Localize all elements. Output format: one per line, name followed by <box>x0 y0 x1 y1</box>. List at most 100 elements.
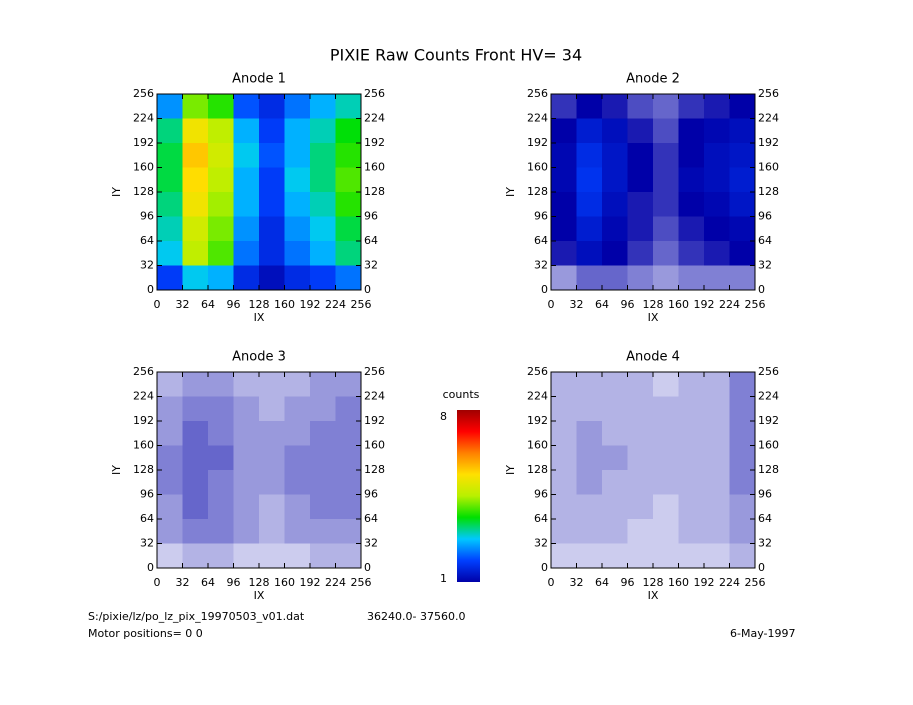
heat-cell <box>551 421 577 446</box>
heat-cell <box>729 372 756 397</box>
heat-cell <box>335 94 362 119</box>
x-tick-label: 32 <box>176 576 190 589</box>
y-tick-label-right: 0 <box>758 561 765 574</box>
heat-cell <box>310 470 336 495</box>
heat-cell <box>704 543 730 569</box>
x-tick-label: 64 <box>595 298 609 311</box>
x-tick-label: 128 <box>249 298 270 311</box>
heat-cell <box>259 241 285 266</box>
heat-cell <box>284 143 311 168</box>
heat-cell <box>335 265 362 291</box>
heat-cell <box>551 470 577 495</box>
x-tick-label: 64 <box>201 298 215 311</box>
heat-cell <box>310 167 336 193</box>
x-tick-label: 160 <box>274 298 295 311</box>
heat-cell <box>284 421 311 446</box>
heat-cell <box>157 470 183 495</box>
x-tick-label: 64 <box>201 576 215 589</box>
heat-cell <box>233 118 260 144</box>
x-tick-label: 96 <box>227 576 241 589</box>
heat-cell <box>576 143 603 168</box>
x-tick-label: 160 <box>274 576 295 589</box>
x-axis-label: IX <box>648 311 659 324</box>
x-tick-label: 32 <box>570 298 584 311</box>
x-tick-label: 256 <box>745 298 766 311</box>
heat-cell <box>729 167 756 193</box>
y-tick-label-right: 224 <box>758 112 779 125</box>
heat-cell <box>310 241 336 266</box>
heat-cell <box>653 470 679 495</box>
heat-cell <box>704 94 730 119</box>
y-tick-label: 96 <box>534 488 548 501</box>
heat-cell <box>551 372 577 397</box>
heat-cell <box>157 543 183 569</box>
y-tick-label: 32 <box>534 259 548 272</box>
heat-cell <box>182 265 209 291</box>
heat-cell <box>182 143 209 168</box>
heat-cell <box>576 265 603 291</box>
heat-cell <box>157 241 183 266</box>
y-tick-label-right: 160 <box>758 161 779 174</box>
heat-cell <box>259 445 285 471</box>
y-tick-label-right: 64 <box>758 512 772 525</box>
heat-cell <box>284 519 311 544</box>
heat-cell <box>576 445 603 471</box>
panel-title: Anode 2 <box>626 72 680 87</box>
heat-cell <box>157 118 183 144</box>
heat-cell <box>704 241 730 266</box>
heat-cell <box>284 94 311 119</box>
heat-cell <box>233 241 260 266</box>
y-axis-label: IY <box>504 187 517 197</box>
y-tick-label-right: 96 <box>758 488 772 501</box>
x-tick-label: 160 <box>668 576 689 589</box>
heat-cell <box>259 470 285 495</box>
y-tick-label-right: 0 <box>364 561 371 574</box>
y-tick-label: 160 <box>133 161 154 174</box>
heat-cell <box>310 421 336 446</box>
y-tick-label-right: 64 <box>364 234 378 247</box>
y-tick-label: 64 <box>140 512 154 525</box>
heat-cell <box>208 396 234 422</box>
y-tick-label: 64 <box>140 234 154 247</box>
footer-date: 6-May-1997 <box>730 627 795 640</box>
heat-cell <box>729 396 756 422</box>
heat-cell <box>157 167 183 193</box>
panel-title: Anode 3 <box>232 350 286 365</box>
heat-cell <box>602 94 628 119</box>
heat-cell <box>208 421 234 446</box>
x-axis-label: IX <box>254 311 265 324</box>
heat-cell <box>729 118 756 144</box>
heat-cell <box>233 94 260 119</box>
y-tick-label: 0 <box>147 283 154 296</box>
y-tick-label-right: 192 <box>364 136 385 149</box>
heat-cell <box>310 265 336 291</box>
heat-cell <box>653 94 679 119</box>
heat-cell <box>551 543 577 569</box>
y-tick-label: 192 <box>133 414 154 427</box>
heat-cell <box>653 494 679 520</box>
heat-cell <box>233 421 260 446</box>
x-tick-label: 96 <box>621 298 635 311</box>
heat-cell <box>653 118 679 144</box>
x-tick-label: 256 <box>351 298 372 311</box>
heat-cell <box>729 241 756 266</box>
heat-cell <box>259 167 285 193</box>
y-tick-label: 192 <box>133 136 154 149</box>
heat-cell <box>310 543 336 569</box>
heat-cell <box>627 94 654 119</box>
heat-cell <box>335 519 362 544</box>
y-tick-label: 224 <box>133 112 154 125</box>
heat-cell <box>208 470 234 495</box>
heat-cell <box>729 470 756 495</box>
heat-cell <box>551 494 577 520</box>
x-tick-label: 128 <box>643 576 664 589</box>
heat-cell <box>602 118 628 144</box>
heat-cell <box>335 445 362 471</box>
heat-cell <box>602 372 628 397</box>
heat-cell <box>729 421 756 446</box>
y-axis-label: IY <box>110 187 123 197</box>
y-tick-label: 128 <box>133 463 154 476</box>
heat-cell <box>182 396 209 422</box>
heat-cell <box>678 445 705 471</box>
